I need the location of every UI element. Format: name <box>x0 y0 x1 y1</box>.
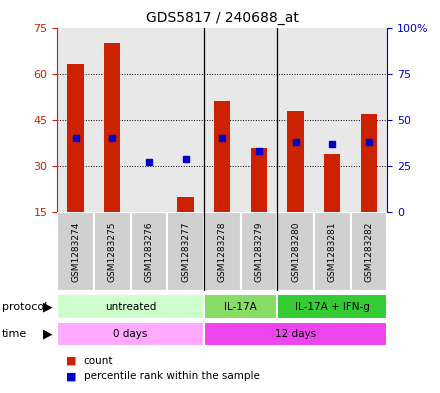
Text: 12 days: 12 days <box>275 329 316 339</box>
Text: GSM1283279: GSM1283279 <box>254 221 264 282</box>
Text: ▶: ▶ <box>43 327 53 341</box>
Bar <box>214 101 231 212</box>
Title: GDS5817 / 240688_at: GDS5817 / 240688_at <box>146 11 299 25</box>
Bar <box>67 64 84 212</box>
FancyBboxPatch shape <box>351 212 387 291</box>
FancyBboxPatch shape <box>204 294 277 319</box>
FancyBboxPatch shape <box>314 212 351 291</box>
Text: ▶: ▶ <box>43 300 53 313</box>
FancyBboxPatch shape <box>94 212 131 291</box>
Text: ■: ■ <box>66 356 77 366</box>
Text: percentile rank within the sample: percentile rank within the sample <box>84 371 260 382</box>
Text: IL-17A + IFN-g: IL-17A + IFN-g <box>295 301 370 312</box>
Bar <box>324 154 341 212</box>
FancyBboxPatch shape <box>277 212 314 291</box>
Text: GSM1283275: GSM1283275 <box>108 221 117 282</box>
Text: GSM1283280: GSM1283280 <box>291 221 300 282</box>
Text: ■: ■ <box>66 371 77 382</box>
FancyBboxPatch shape <box>204 321 387 347</box>
Bar <box>287 111 304 212</box>
Text: untreated: untreated <box>105 301 156 312</box>
Bar <box>361 114 377 212</box>
Text: GSM1283278: GSM1283278 <box>218 221 227 282</box>
Text: GSM1283277: GSM1283277 <box>181 221 190 282</box>
FancyBboxPatch shape <box>131 212 167 291</box>
FancyBboxPatch shape <box>57 212 94 291</box>
Text: GSM1283281: GSM1283281 <box>328 221 337 282</box>
FancyBboxPatch shape <box>57 294 204 319</box>
Text: time: time <box>2 329 27 339</box>
FancyBboxPatch shape <box>57 321 204 347</box>
Text: GSM1283276: GSM1283276 <box>144 221 154 282</box>
Bar <box>177 197 194 212</box>
Text: count: count <box>84 356 113 366</box>
FancyBboxPatch shape <box>241 212 277 291</box>
FancyBboxPatch shape <box>277 294 387 319</box>
FancyBboxPatch shape <box>204 212 241 291</box>
Text: IL-17A: IL-17A <box>224 301 257 312</box>
FancyBboxPatch shape <box>167 212 204 291</box>
Bar <box>104 43 121 212</box>
Text: GSM1283282: GSM1283282 <box>364 221 374 282</box>
Text: GSM1283274: GSM1283274 <box>71 221 80 282</box>
Text: protocol: protocol <box>2 301 48 312</box>
Bar <box>251 147 267 212</box>
Text: 0 days: 0 days <box>114 329 148 339</box>
